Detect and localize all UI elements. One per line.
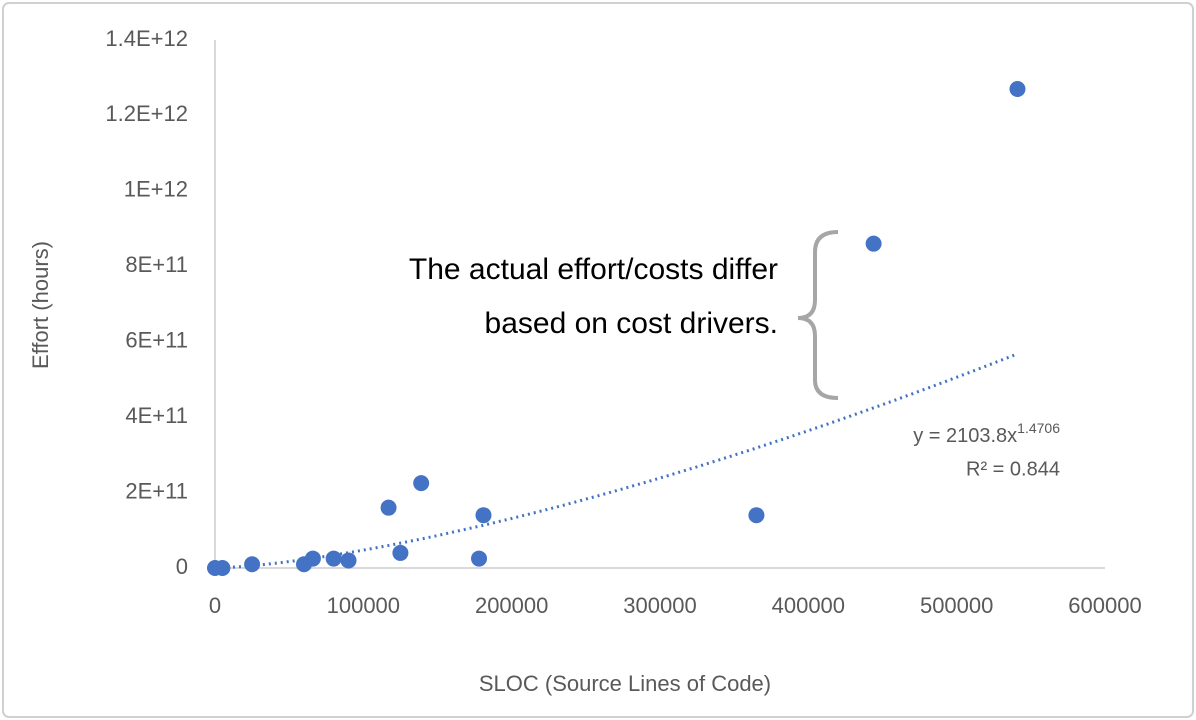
x-tick-label: 600000 xyxy=(1068,593,1141,618)
point xyxy=(325,550,342,567)
r-squared: R² = 0.844 xyxy=(966,458,1060,480)
point xyxy=(244,556,261,573)
point xyxy=(214,560,231,576)
point xyxy=(413,475,430,492)
x-tick-label: 300000 xyxy=(623,593,696,618)
annotation: The actual effort/costs differ xyxy=(409,253,778,286)
y-tick-label: 1.2E+12 xyxy=(105,101,188,126)
y-tick-label: 1.4E+12 xyxy=(105,26,188,51)
x-tick-label: 100000 xyxy=(327,593,400,618)
point xyxy=(1009,81,1026,98)
y-tick-label: 4E+11 xyxy=(125,403,188,428)
exponent: 1.4706 xyxy=(1017,420,1060,436)
y-axis-title: Effort (hours) xyxy=(28,241,53,369)
equation: y = 2103.8x xyxy=(913,425,1017,447)
y-tick-label: 1E+12 xyxy=(124,177,188,202)
point xyxy=(340,552,357,569)
x-tick-label: 0 xyxy=(209,593,221,618)
point xyxy=(392,544,409,561)
point xyxy=(475,507,492,524)
x-tick-label: 500000 xyxy=(920,593,993,618)
point xyxy=(865,235,882,252)
annotation: based on cost drivers. xyxy=(485,307,778,340)
x-axis-title: SLOC (Source Lines of Code) xyxy=(479,671,771,696)
trendline-equation: y = 2103.8x1.4706 xyxy=(913,420,1060,448)
y-tick-label: 0 xyxy=(176,554,188,579)
point xyxy=(304,550,321,567)
brace xyxy=(797,230,839,400)
x-tick-label: 400000 xyxy=(772,593,845,618)
point xyxy=(748,507,765,524)
y-tick-label: 6E+11 xyxy=(125,328,188,353)
point xyxy=(380,499,397,516)
y-tick-label: 8E+11 xyxy=(125,252,188,277)
trendline xyxy=(214,352,1019,570)
point xyxy=(471,550,488,567)
x-tick-label: 200000 xyxy=(475,593,548,618)
y-tick-label: 2E+11 xyxy=(125,478,188,503)
